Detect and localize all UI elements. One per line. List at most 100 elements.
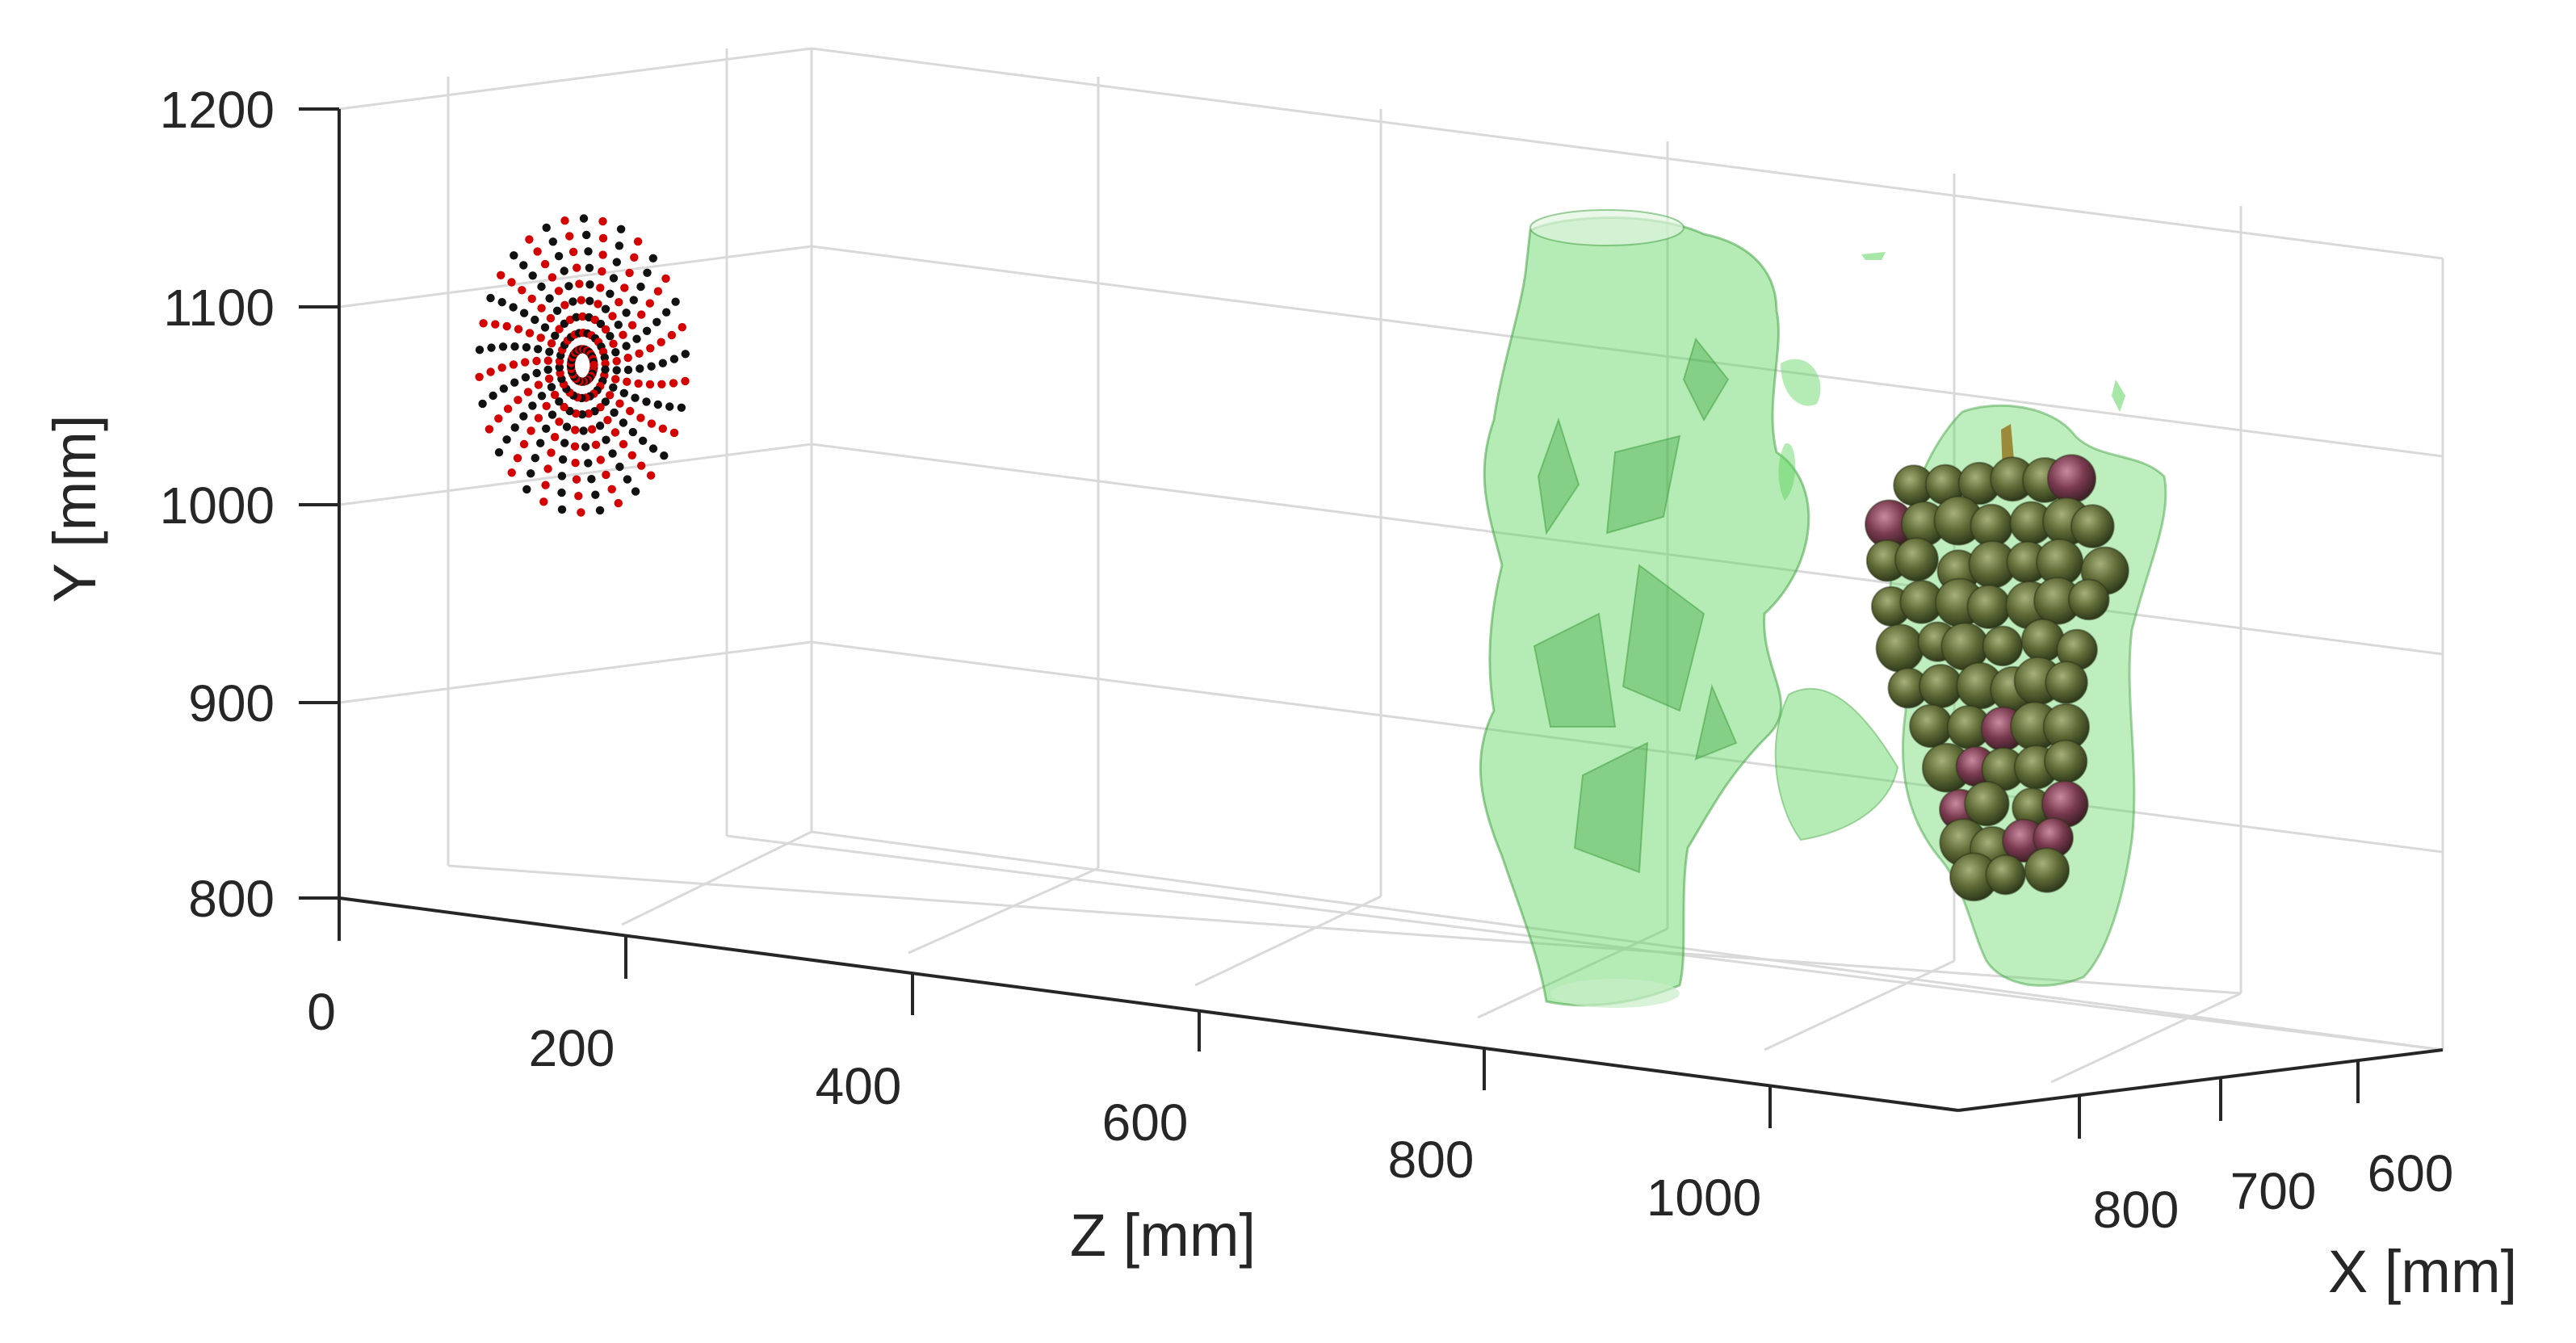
trunk-top — [1529, 209, 1684, 246]
data-point — [514, 396, 522, 405]
data-point — [519, 412, 528, 421]
data-point — [598, 233, 608, 243]
data-point — [554, 287, 564, 296]
data-point — [525, 235, 534, 244]
grape-berry — [2070, 504, 2115, 548]
data-point — [657, 380, 666, 388]
data-point — [603, 416, 612, 425]
data-point — [678, 323, 686, 332]
z-axis-label: Z [mm] — [1070, 1202, 1256, 1269]
data-point — [578, 312, 587, 321]
data-point — [486, 367, 495, 376]
data-point — [623, 353, 632, 363]
data-point — [634, 379, 643, 388]
grid-line — [338, 640, 812, 704]
data-point — [550, 390, 560, 400]
data-point — [615, 298, 623, 307]
data-point — [546, 313, 556, 323]
data-point — [615, 399, 624, 408]
data-point — [544, 374, 554, 384]
data-point — [527, 294, 536, 304]
trunk-facet — [1682, 337, 1730, 422]
data-point — [577, 410, 587, 419]
data-point — [662, 308, 671, 317]
data-point — [540, 323, 550, 332]
data-point — [527, 469, 535, 478]
data-point — [533, 247, 542, 256]
data-point — [622, 308, 631, 317]
fragment — [1778, 443, 1796, 501]
data-point — [581, 443, 590, 451]
data-point — [547, 339, 556, 348]
data-point — [638, 436, 648, 445]
data-point — [661, 274, 670, 283]
data-point — [522, 342, 531, 352]
data-point — [534, 345, 543, 354]
data-point — [628, 427, 637, 437]
data-point — [536, 334, 545, 342]
data-point — [601, 365, 610, 374]
trunk-facet — [1622, 564, 1705, 712]
data-point — [558, 455, 568, 464]
data-point — [545, 347, 554, 356]
data-point — [653, 287, 663, 296]
data-point — [498, 342, 508, 351]
data-point — [555, 397, 564, 406]
data-point — [521, 373, 531, 382]
data-point — [575, 279, 584, 288]
data-point — [522, 485, 531, 494]
grid-line — [1477, 927, 1668, 1019]
data-point — [519, 439, 529, 449]
data-point — [619, 388, 628, 397]
data-point — [489, 391, 497, 401]
data-point — [681, 376, 690, 386]
grid-line — [1764, 959, 1955, 1051]
data-point — [658, 359, 667, 367]
data-point — [645, 299, 654, 308]
grape-berry — [1966, 584, 2012, 630]
grape-berry — [1919, 664, 1963, 709]
data-point — [514, 325, 523, 334]
data-point — [643, 268, 652, 277]
data-point — [632, 334, 641, 343]
y-tick-label: 900 — [188, 674, 275, 732]
x-tick-label: 600 — [2368, 1144, 2454, 1202]
data-point — [499, 384, 508, 393]
data-point — [509, 360, 518, 369]
data-point — [532, 356, 541, 366]
data-point — [601, 325, 610, 334]
trunk-facet — [1605, 434, 1681, 535]
data-point — [667, 330, 677, 340]
data-point — [571, 459, 580, 468]
data-point — [513, 454, 522, 463]
data-point — [532, 368, 541, 378]
grid-line — [811, 640, 2444, 854]
data-point — [572, 313, 581, 321]
data-point — [671, 297, 680, 306]
data-point — [619, 439, 628, 449]
data-point — [631, 487, 640, 496]
data-point — [595, 506, 605, 515]
grid-line — [621, 830, 812, 926]
data-point — [631, 393, 640, 402]
data-point — [601, 359, 610, 368]
data-point — [606, 332, 615, 341]
data-point — [509, 303, 518, 312]
data-point — [594, 300, 602, 308]
data-point — [573, 263, 581, 272]
z-tick-label: 800 — [1388, 1131, 1475, 1189]
data-point — [665, 402, 674, 411]
data-point — [607, 485, 616, 493]
data-point — [635, 349, 644, 358]
grape-berry — [1964, 781, 2010, 827]
data-point — [518, 286, 527, 295]
data-point — [584, 409, 594, 418]
data-point — [681, 350, 690, 359]
data-point — [494, 448, 504, 457]
data-point — [510, 251, 518, 260]
grid-line — [908, 867, 1099, 955]
data-point — [660, 451, 669, 460]
data-point — [642, 397, 651, 406]
data-point — [657, 338, 665, 346]
data-point — [669, 428, 679, 438]
